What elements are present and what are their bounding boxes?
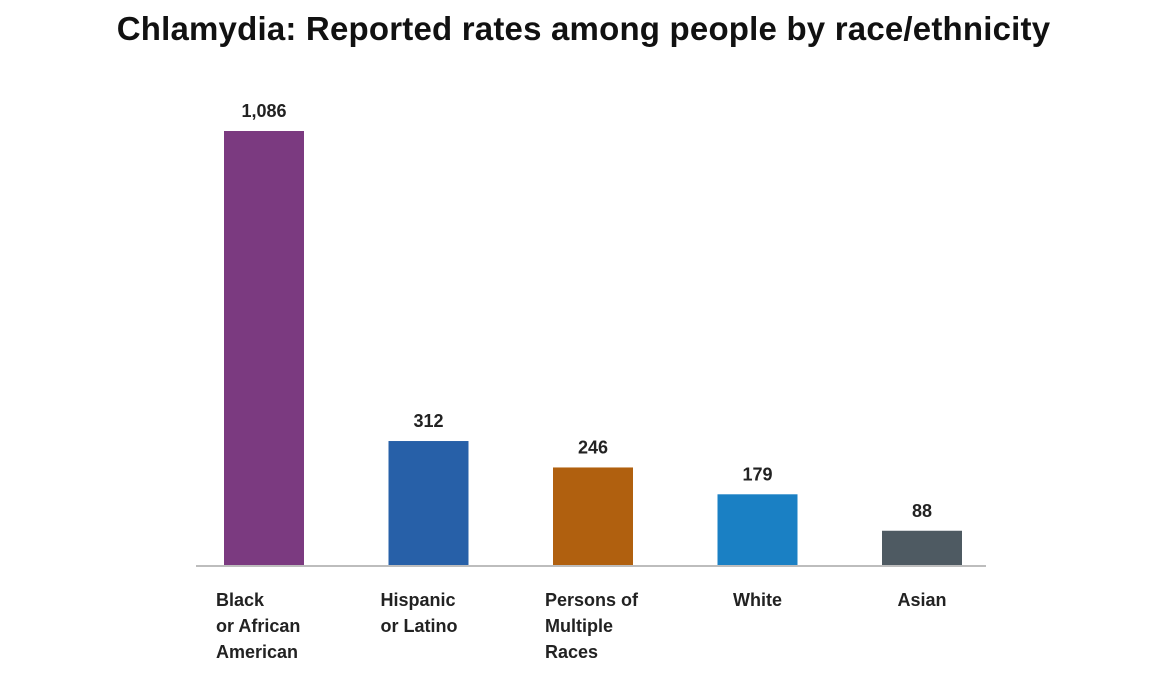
value-label-4: 88: [912, 501, 932, 521]
category-label-line: Persons of: [545, 590, 639, 610]
bar-1: [388, 441, 469, 566]
category-label-line: American: [216, 642, 298, 662]
value-label-2: 246: [578, 437, 608, 457]
value-label-3: 179: [742, 464, 772, 484]
labels-layer: 1,086 Black or African American 312 Hispanic o…: [216, 101, 947, 662]
bars-layer: [224, 131, 962, 566]
category-label-line: or African: [216, 616, 300, 636]
category-label-line: Asian: [897, 590, 946, 610]
category-label-line: Hispanic: [381, 590, 456, 610]
value-label-0: 1,086: [241, 101, 286, 121]
value-label-1: 312: [413, 411, 443, 431]
category-label-line: Multiple: [545, 616, 613, 636]
category-label-line: Races: [545, 642, 598, 662]
category-label-line: Black: [216, 590, 265, 610]
bar-4: [882, 530, 962, 566]
category-label-4: Asian: [897, 590, 946, 610]
bar-0: [224, 131, 304, 566]
category-label-line: White: [733, 590, 782, 610]
category-label-3: White: [733, 590, 782, 610]
category-label-1: Hispanic or Latino: [381, 590, 458, 636]
bar-3: [717, 494, 798, 566]
bar-2: [553, 467, 633, 566]
category-label-0: Black or African American: [216, 590, 300, 662]
category-label-2: Persons of Multiple Races: [545, 590, 639, 662]
category-label-line: or Latino: [381, 616, 458, 636]
chart-title: Chlamydia: Reported rates among people b…: [116, 10, 1051, 47]
